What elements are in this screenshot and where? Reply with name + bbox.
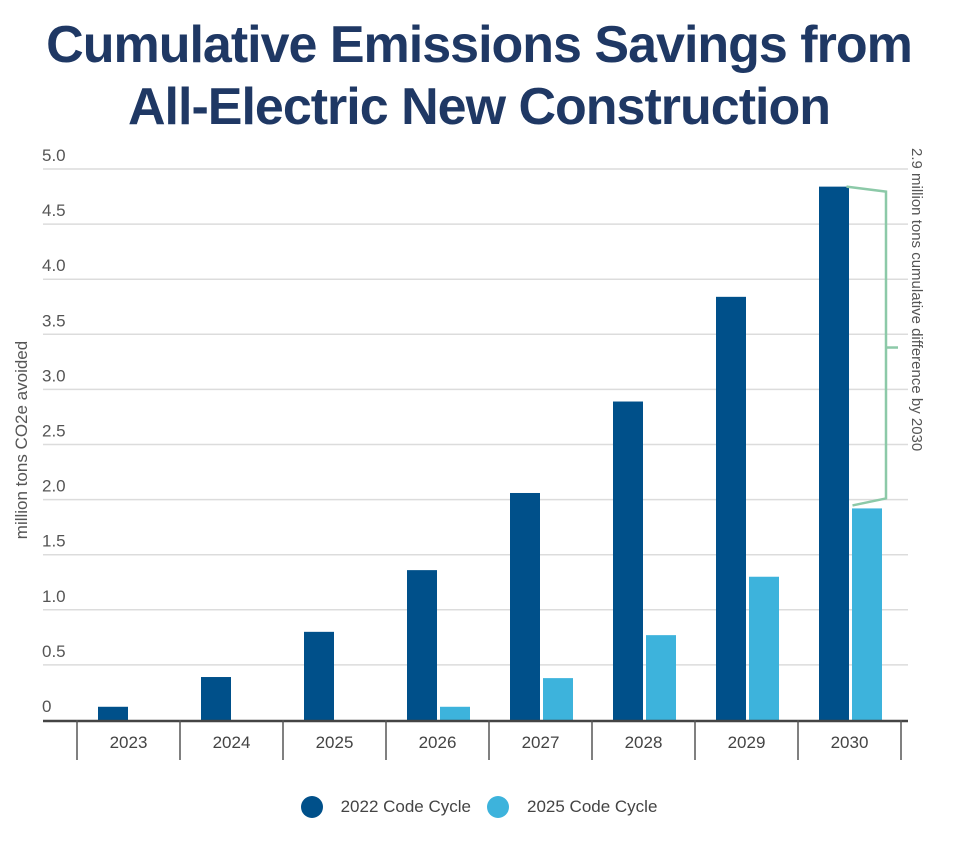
x-tick-label: 2027: [522, 733, 560, 752]
y-tick-label: 3.5: [42, 311, 66, 330]
x-tick-label: 2025: [316, 733, 354, 752]
bar-2025-2030[interactable]: [852, 508, 882, 720]
x-tick-label: 2030: [831, 733, 869, 752]
y-tick-label: 0: [42, 697, 51, 716]
y-tick-label: 3.0: [42, 366, 66, 385]
bar-2022-2025[interactable]: [304, 631, 334, 720]
legend: 2022 Code Cycle 2025 Code Cycle: [0, 796, 958, 818]
x-tick-label: 2028: [625, 733, 663, 752]
y-tick-label: 4.5: [42, 201, 66, 220]
y-tick-label: 2.5: [42, 422, 66, 441]
bar-2022-2026[interactable]: [407, 570, 437, 720]
bar-2025-2027[interactable]: [543, 678, 573, 720]
legend-label-2025: 2025 Code Cycle: [527, 797, 658, 816]
annotation: 2.9 million tons cumulative difference b…: [846, 148, 925, 507]
bar-2025-2026[interactable]: [440, 706, 470, 720]
y-tick-label: 0.5: [42, 642, 66, 661]
y-axis-ticks: 0 0.5 1.0 1.5 2.0 2.5 3.0 3.5 4.0 4.5 5.0: [42, 146, 66, 716]
y-tick-label: 1.0: [42, 587, 66, 606]
legend-item-2022[interactable]: 2022 Code Cycle: [300, 796, 471, 818]
y-tick-label: 5.0: [42, 146, 66, 165]
x-tick-label: 2024: [213, 733, 251, 752]
legend-label-2022: 2022 Code Cycle: [340, 797, 471, 816]
bar-2022-2027[interactable]: [510, 492, 540, 720]
bars: [98, 186, 882, 720]
bar-2022-2028[interactable]: [613, 401, 643, 720]
y-axis-title: million tons CO2e avoided: [12, 341, 31, 539]
bar-2022-2024[interactable]: [201, 677, 231, 720]
bar-2022-2030[interactable]: [819, 186, 849, 720]
x-tick-label: 2026: [419, 733, 457, 752]
x-tick-label: 2023: [110, 733, 148, 752]
y-tick-label: 4.0: [42, 256, 66, 275]
y-tick-label: 1.5: [42, 532, 66, 551]
x-axis: 2023 2024 2025 2026 2027 2028 2029 2030: [43, 719, 908, 760]
bar-2025-2028[interactable]: [646, 635, 676, 720]
chart-title-line-2: All-Electric New Construction: [128, 78, 831, 136]
y-tick-label: 2.0: [42, 477, 66, 496]
gridlines: [43, 168, 908, 666]
bar-2022-2023[interactable]: [98, 706, 128, 720]
bar-2025-2029[interactable]: [749, 576, 779, 720]
legend-dot-2025-icon: [487, 796, 509, 818]
difference-bracket: [846, 185, 888, 507]
chart-title-line-1: Cumulative Emissions Savings from: [46, 16, 913, 74]
chart-title: Cumulative Emissions Savings from All-El…: [0, 14, 958, 138]
legend-item-2025[interactable]: 2025 Code Cycle: [487, 796, 657, 818]
difference-annotation: 2.9 million tons cumulative difference b…: [908, 148, 925, 451]
x-tick-label: 2029: [728, 733, 766, 752]
bar-2022-2029[interactable]: [716, 296, 746, 720]
legend-dot-2022-icon: [300, 796, 323, 818]
